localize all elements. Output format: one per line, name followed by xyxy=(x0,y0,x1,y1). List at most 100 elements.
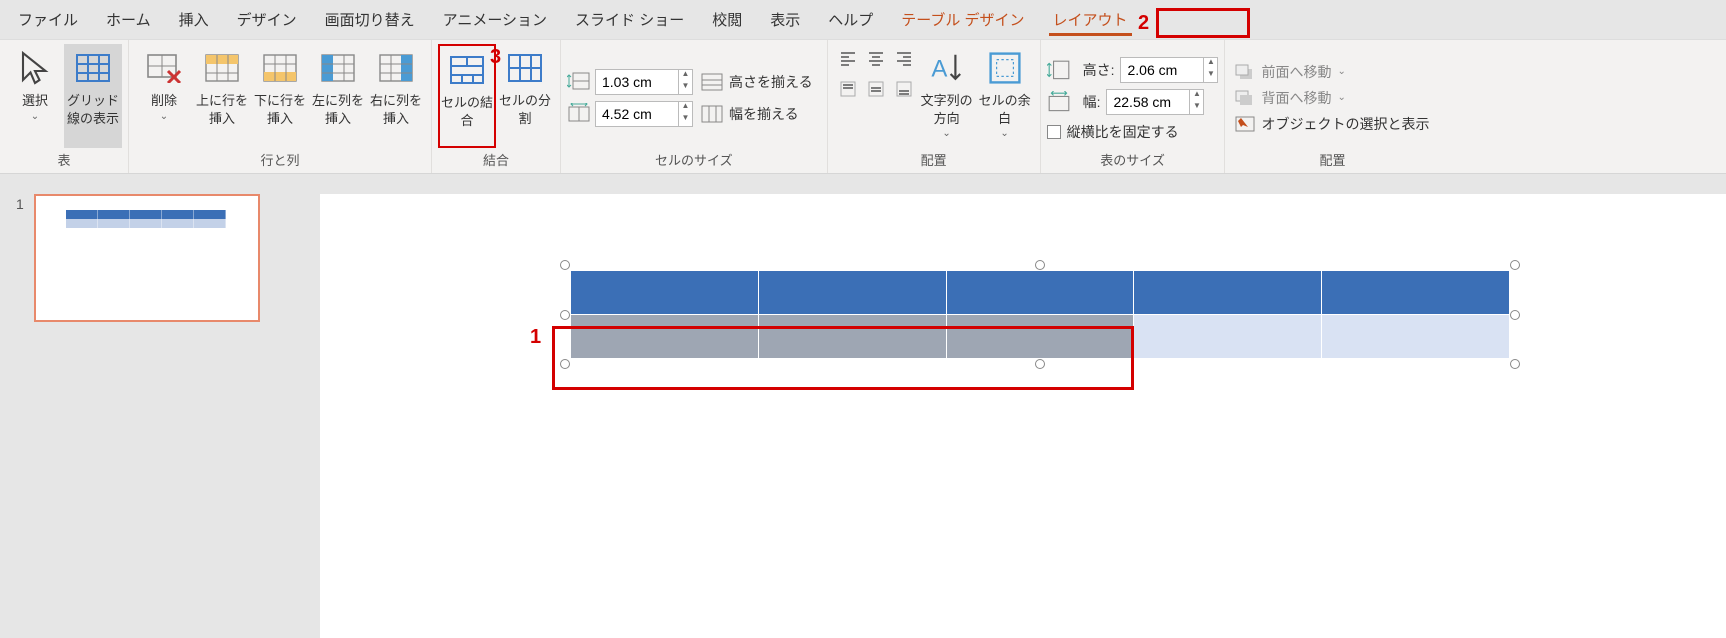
table-width-label: 幅: xyxy=(1083,92,1101,112)
table-cell-selected[interactable] xyxy=(571,315,759,359)
table-header-row[interactable] xyxy=(571,271,1510,315)
merge-cells-icon xyxy=(449,52,485,88)
slide-thumbnail[interactable] xyxy=(34,194,260,322)
tab-design[interactable]: デザイン xyxy=(223,1,311,38)
tab-layout[interactable]: レイアウト xyxy=(1039,1,1142,38)
table-height-icon xyxy=(1047,59,1071,81)
resize-handle[interactable] xyxy=(1035,359,1045,369)
table-cell[interactable] xyxy=(1322,315,1510,359)
gridlines-label: グリッド線の表示 xyxy=(64,92,122,127)
table-cell-selected[interactable] xyxy=(758,315,946,359)
tab-review[interactable]: 校閲 xyxy=(698,1,756,38)
resize-handle[interactable] xyxy=(560,310,570,320)
table-object[interactable] xyxy=(570,270,1510,359)
group-cell-size: ▲▼ 高さを揃える ▲▼ 幅を揃える セルのサイズ xyxy=(561,40,828,173)
merge-cells-button[interactable]: セルの結合 xyxy=(438,44,496,148)
send-backward-label: 背面へ移動 xyxy=(1261,88,1331,108)
cell-height-arrows[interactable]: ▲▼ xyxy=(679,69,693,95)
insert-row-above-button[interactable]: 上に行を挿入 xyxy=(193,44,251,148)
table-cell[interactable] xyxy=(1322,271,1510,315)
slide-editor[interactable] xyxy=(300,174,1726,638)
cell-height-spinner[interactable]: ▲▼ xyxy=(567,68,693,96)
distribute-cols-label: 幅を揃える xyxy=(729,104,799,124)
align-top-button[interactable] xyxy=(834,76,862,102)
tab-help[interactable]: ヘルプ xyxy=(814,1,887,38)
tab-view[interactable]: 表示 xyxy=(756,1,814,38)
tab-slideshow[interactable]: スライド ショー xyxy=(561,1,698,38)
table-cell-selected[interactable] xyxy=(946,315,1134,359)
slide-canvas[interactable] xyxy=(320,194,1726,638)
send-backward-button[interactable]: 背面へ移動 ⌄ xyxy=(1231,85,1349,111)
table-cell[interactable] xyxy=(1134,271,1322,315)
resize-handle[interactable] xyxy=(560,260,570,270)
cell-width-arrows[interactable]: ▲▼ xyxy=(679,101,693,127)
select-button[interactable]: 選択 xyxy=(6,44,64,148)
align-left-button[interactable] xyxy=(834,46,862,72)
resize-handle[interactable] xyxy=(1510,359,1520,369)
table-height-spinner[interactable]: 高さ: ▲▼ xyxy=(1047,56,1219,84)
lock-aspect-checkbox[interactable]: 縦横比を固定する xyxy=(1047,122,1179,142)
selection-pane-button[interactable]: オブジェクトの選択と表示 xyxy=(1231,111,1433,137)
align-center-button[interactable] xyxy=(862,46,890,72)
send-backward-icon xyxy=(1235,90,1255,106)
table-cell[interactable] xyxy=(946,271,1134,315)
tab-insert[interactable]: 挿入 xyxy=(165,1,223,38)
ribbon: 選択 グリッド線の表示 表 削除 上に行を挿入 xyxy=(0,40,1726,174)
table-height-arrows[interactable]: ▲▼ xyxy=(1204,57,1218,83)
align-bottom-button[interactable] xyxy=(890,76,918,102)
dropdown-icon: ⌄ xyxy=(1337,66,1345,77)
checkbox-icon xyxy=(1047,125,1061,139)
insert-col-right-button[interactable]: 右に列を挿入 xyxy=(367,44,425,148)
split-cells-button[interactable]: セルの分割 xyxy=(496,44,554,148)
bring-forward-button[interactable]: 前面へ移動 ⌄ xyxy=(1231,59,1349,85)
tab-home[interactable]: ホーム xyxy=(92,1,165,38)
insert-above-icon xyxy=(204,50,240,86)
tab-animations[interactable]: アニメーション xyxy=(429,1,561,38)
insert-right-icon xyxy=(378,50,414,86)
table-cell[interactable] xyxy=(758,271,946,315)
distribute-rows-button[interactable]: 高さを揃える xyxy=(693,68,821,96)
cell-width-spinner[interactable]: ▲▼ xyxy=(567,100,693,128)
group-table: 選択 グリッド線の表示 表 xyxy=(0,40,129,173)
thumbnail-table-preview xyxy=(66,210,226,228)
resize-handle[interactable] xyxy=(1510,310,1520,320)
lock-aspect-label: 縦横比を固定する xyxy=(1067,122,1179,142)
ribbon-tabs: ファイル ホーム 挿入 デザイン 画面切り替え アニメーション スライド ショー… xyxy=(0,0,1726,40)
delete-button[interactable]: 削除 xyxy=(135,44,193,148)
table-width-input[interactable] xyxy=(1106,89,1190,115)
resize-handle[interactable] xyxy=(1035,260,1045,270)
view-gridlines-button[interactable]: グリッド線の表示 xyxy=(64,44,122,148)
cell-height-input[interactable] xyxy=(595,69,679,95)
table-width-arrows[interactable]: ▲▼ xyxy=(1190,89,1204,115)
tab-table-design[interactable]: テーブル デザイン xyxy=(887,1,1038,38)
cell-width-input[interactable] xyxy=(595,101,679,127)
selection-pane-label: オブジェクトの選択と表示 xyxy=(1261,114,1429,134)
cell-margins-button[interactable]: セルの余白 xyxy=(976,44,1034,148)
group-table-size: 高さ: ▲▼ 幅: ▲▼ 縦横比を固定する 表のサイズ xyxy=(1041,40,1226,173)
tab-file[interactable]: ファイル xyxy=(4,1,92,38)
tab-transitions[interactable]: 画面切り替え xyxy=(311,1,429,38)
insert-above-label: 上に行を挿入 xyxy=(193,92,251,127)
cursor-icon xyxy=(17,50,53,86)
align-middle-button[interactable] xyxy=(862,76,890,102)
resize-handle[interactable] xyxy=(560,359,570,369)
col-width-icon xyxy=(567,103,591,125)
distribute-cols-button[interactable]: 幅を揃える xyxy=(693,100,807,128)
group-merge-label: 結合 xyxy=(483,151,509,171)
group-table-size-label: 表のサイズ xyxy=(1100,151,1165,171)
insert-row-below-button[interactable]: 下に行を挿入 xyxy=(251,44,309,148)
table-body-row[interactable] xyxy=(571,315,1510,359)
table-width-spinner[interactable]: 幅: ▲▼ xyxy=(1047,88,1205,116)
thumbnail-panel: 1 xyxy=(0,174,300,638)
table-height-input[interactable] xyxy=(1120,57,1204,83)
insert-col-left-button[interactable]: 左に列を挿入 xyxy=(309,44,367,148)
align-right-button[interactable] xyxy=(890,46,918,72)
table[interactable] xyxy=(570,270,1510,359)
text-direction-button[interactable]: A 文字列の方向 xyxy=(918,44,976,148)
table-cell[interactable] xyxy=(1134,315,1322,359)
delete-label: 削除 xyxy=(151,92,177,110)
insert-below-label: 下に行を挿入 xyxy=(251,92,309,127)
resize-handle[interactable] xyxy=(1510,260,1520,270)
workspace: 1 xyxy=(0,174,1726,638)
table-cell[interactable] xyxy=(571,271,759,315)
